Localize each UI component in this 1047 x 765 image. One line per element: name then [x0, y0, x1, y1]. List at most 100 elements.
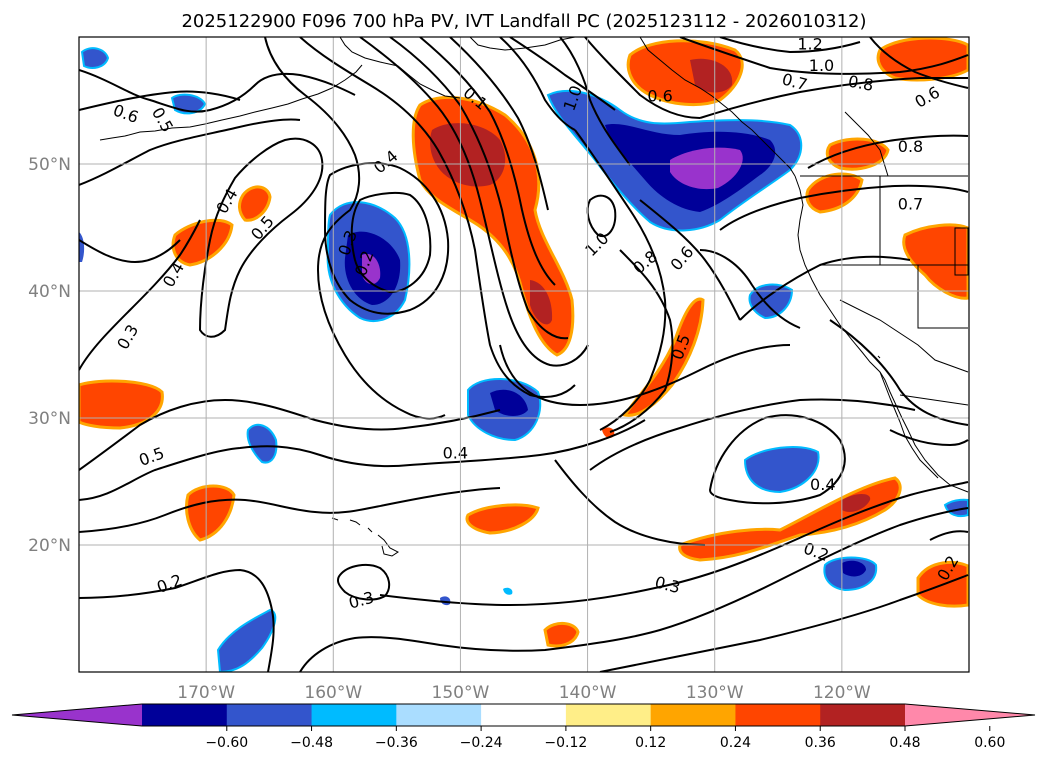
colorbar-bin	[481, 704, 567, 726]
colorbar-bin	[650, 704, 736, 726]
contour-line	[719, 184, 969, 231]
colorbar-outline	[11, 703, 1036, 727]
contour-line	[699, 76, 968, 119]
contour-line	[599, 574, 969, 672]
positive-anomaly-165w-47n	[238, 185, 272, 222]
contour-line	[79, 398, 501, 471]
contour-line	[79, 487, 501, 533]
contour-line	[559, 37, 631, 166]
x-tick-label: 160°W	[304, 683, 362, 703]
canadian-province-border	[844, 111, 889, 177]
contour-line	[589, 398, 916, 471]
x-tick-label: 150°W	[432, 683, 490, 703]
colorbar-tick-label: 0.12	[635, 735, 666, 751]
x-axis-ticks: 170°W 160°W 150°W 140°W 130°W 120°W	[177, 683, 871, 703]
contour-label: 0.8	[898, 137, 923, 156]
pv-contours	[79, 37, 969, 672]
negative-anomaly-178w-58n	[80, 47, 110, 69]
contour-line	[419, 37, 556, 286]
colorbar-bin	[311, 704, 397, 726]
negative-anomaly-tiny-2	[503, 587, 513, 595]
coastlines	[99, 37, 969, 557]
contour-line	[679, 37, 969, 75]
contour-label: 0.4	[443, 443, 468, 462]
contour-line	[79, 239, 181, 264]
colorbar-tick-label: 0.48	[889, 735, 920, 751]
contour-line	[389, 37, 569, 340]
contour-label: 0.8	[847, 72, 875, 95]
chart-title: 2025122900 F096 700 hPa PV, IVT Landfall…	[181, 11, 866, 32]
contour-line	[198, 137, 324, 338]
contour-line	[79, 90, 241, 111]
contour-line	[499, 344, 791, 407]
colorbar-bin	[226, 704, 313, 726]
positive-anomaly-great-basin	[902, 223, 969, 300]
contour-line	[79, 118, 301, 186]
negative-extreme-157w-42n	[362, 253, 381, 285]
us-west-coast	[794, 175, 969, 493]
contour-line	[869, 37, 969, 89]
colorbar-bin	[820, 704, 906, 726]
contour-line	[586, 194, 617, 238]
positive-anomaly-147w-22n	[465, 503, 540, 535]
contour-line	[584, 37, 701, 119]
hawaii-islands	[331, 517, 399, 557]
contour-line	[929, 530, 969, 541]
contour-line	[739, 255, 911, 321]
contour-line	[79, 568, 275, 672]
contour-line	[359, 37, 589, 367]
positive-anomaly-145w-13n	[543, 622, 580, 648]
y-axis-ticks: 20°N 30°N 40°N 50°N	[28, 155, 71, 556]
x-tick-label: 120°W	[813, 683, 871, 703]
baja-california	[879, 371, 939, 479]
colorbar-bin	[565, 704, 652, 726]
colorbar-tick-label: 0.60	[974, 735, 1005, 751]
gridlines	[79, 37, 969, 672]
negative-extreme-ne-pacific	[670, 147, 743, 190]
pc-shading	[79, 37, 969, 672]
contour-line	[639, 199, 741, 321]
positive-core-alaska	[690, 58, 733, 93]
positive-core-subtropical	[842, 494, 871, 512]
map-panel: 0.6 0.50.40.50.40.30.50.20.30.40.40.30.20…	[79, 34, 969, 672]
contour-line	[299, 37, 576, 398]
contour-label: 0.4	[810, 475, 835, 494]
contour-line	[299, 507, 969, 672]
contour-line	[554, 459, 706, 546]
contour-line	[350, 191, 432, 294]
y-tick-label: 50°N	[28, 155, 71, 175]
se-alaska-bc-coast	[639, 37, 796, 177]
contour-line	[719, 37, 861, 54]
y-tick-label: 30°N	[28, 409, 71, 429]
map-frame	[78, 36, 970, 673]
contour-line	[379, 481, 969, 607]
contour-line	[449, 37, 549, 211]
contour-label: 0.7	[898, 194, 923, 213]
colorbar-extend-max	[905, 704, 1035, 726]
contour-line	[79, 419, 646, 501]
colorbar-tick-label: −0.12	[544, 735, 587, 751]
contour-label: 0.6	[647, 86, 672, 105]
aleutian-islands	[99, 64, 363, 141]
negative-core-120w-17n	[842, 560, 866, 577]
contour-line	[699, 249, 801, 329]
contour-line	[499, 37, 576, 131]
positive-anomaly-170w-43n	[171, 218, 234, 267]
negative-anomaly-w-edge	[79, 232, 85, 262]
colorbar-tick-label: 0.36	[805, 735, 836, 751]
contour-line	[264, 37, 446, 420]
colorbar-tick-label: −0.24	[460, 735, 503, 751]
negative-anomaly-165w-12n	[216, 608, 277, 672]
guadalupe-island	[877, 355, 881, 359]
x-tick-label: 140°W	[559, 683, 617, 703]
contour-line	[323, 162, 450, 315]
state-border-4	[839, 299, 969, 373]
state-border-5	[954, 227, 969, 276]
x-tick-label: 130°W	[686, 683, 744, 703]
colorbar-bin	[142, 704, 228, 726]
contour-label: 1.2	[797, 34, 822, 53]
state-border-3	[917, 265, 968, 329]
negative-anomaly-123w-38n	[748, 283, 794, 320]
colorbar-extend-min	[12, 704, 142, 726]
